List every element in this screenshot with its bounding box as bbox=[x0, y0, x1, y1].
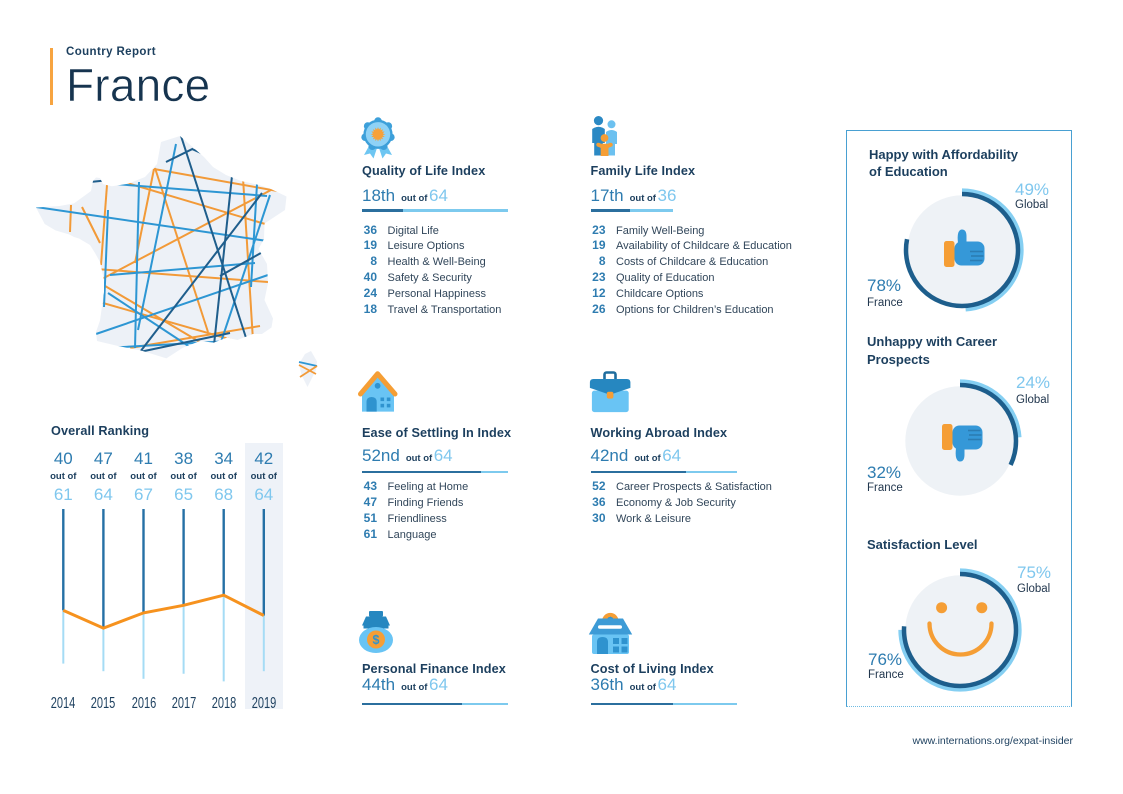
svg-text:$: $ bbox=[373, 633, 380, 647]
